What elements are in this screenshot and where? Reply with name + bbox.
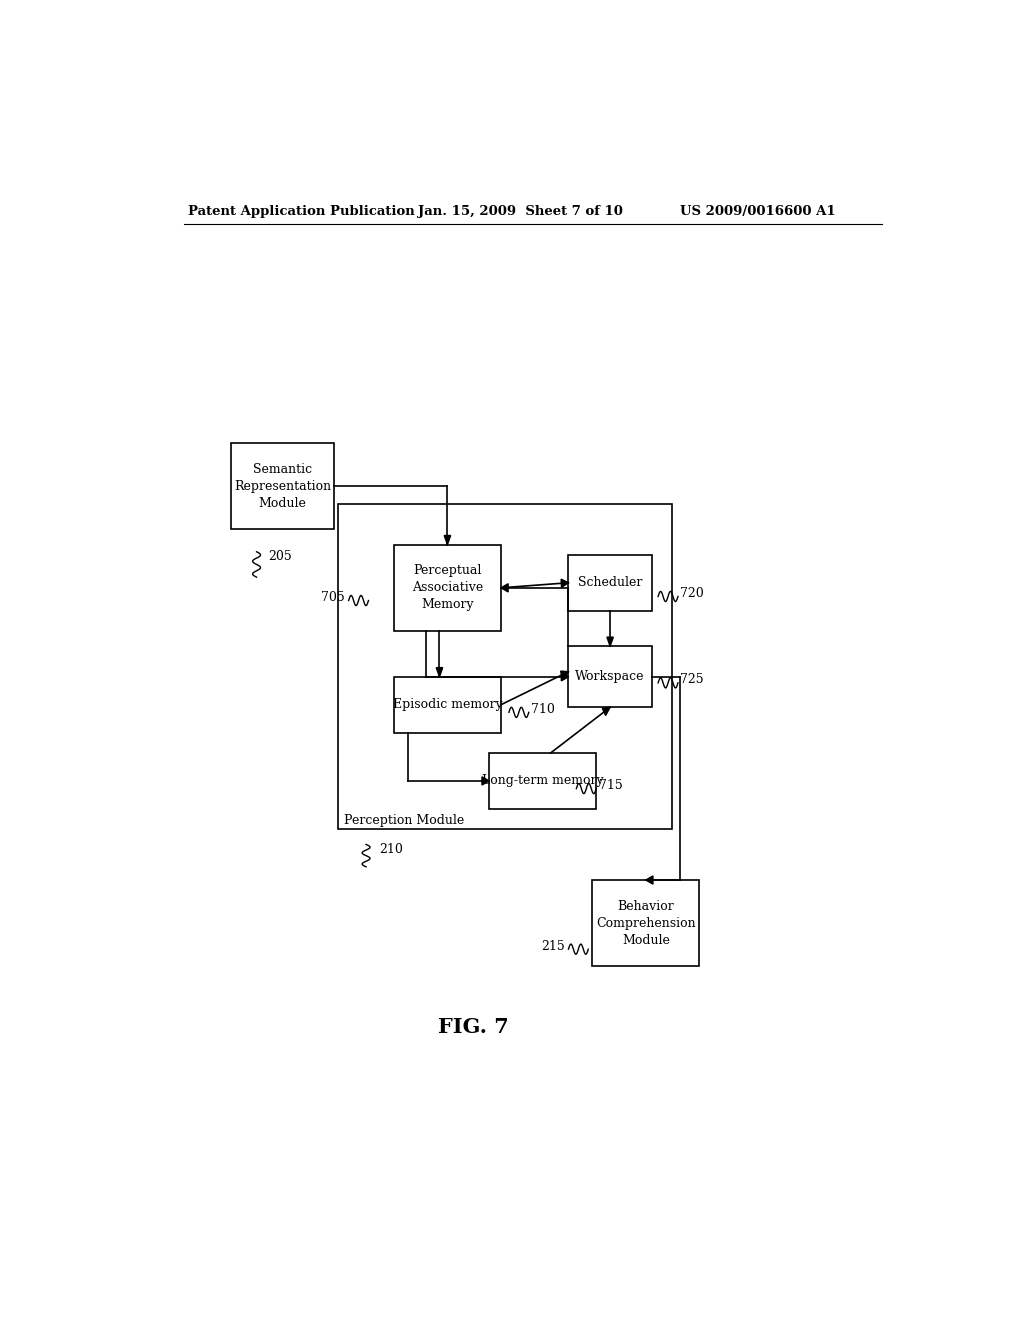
Text: Semantic
Representation
Module: Semantic Representation Module: [234, 463, 332, 510]
Text: 720: 720: [680, 587, 705, 599]
Bar: [338, 504, 672, 829]
Polygon shape: [646, 876, 653, 884]
Text: US 2009/0016600 A1: US 2009/0016600 A1: [680, 205, 836, 218]
Polygon shape: [501, 583, 508, 591]
Text: 725: 725: [680, 673, 703, 686]
Text: Patent Application Publication: Patent Application Publication: [187, 205, 415, 218]
Text: Scheduler: Scheduler: [578, 577, 642, 589]
Polygon shape: [560, 671, 568, 678]
Text: 715: 715: [599, 779, 623, 792]
Bar: [592, 880, 699, 966]
Text: Behavior
Comprehension
Module: Behavior Comprehension Module: [596, 900, 695, 946]
Text: Perception Module: Perception Module: [344, 814, 464, 828]
Bar: [568, 647, 652, 708]
Bar: [394, 545, 501, 631]
Text: 215: 215: [541, 940, 564, 953]
Text: FIG. 7: FIG. 7: [438, 1018, 509, 1038]
Text: Perceptual
Associative
Memory: Perceptual Associative Memory: [412, 565, 483, 611]
Text: Long-term memory: Long-term memory: [482, 775, 603, 788]
Text: Jan. 15, 2009  Sheet 7 of 10: Jan. 15, 2009 Sheet 7 of 10: [418, 205, 623, 218]
Bar: [394, 677, 501, 733]
Text: 210: 210: [380, 843, 403, 857]
Text: Workspace: Workspace: [575, 671, 645, 684]
Text: 205: 205: [268, 550, 292, 564]
Text: 705: 705: [321, 591, 345, 605]
Polygon shape: [561, 579, 568, 587]
Text: 710: 710: [531, 702, 555, 715]
Polygon shape: [607, 638, 613, 647]
Polygon shape: [602, 708, 610, 715]
Text: Episodic memory: Episodic memory: [392, 698, 503, 711]
Polygon shape: [436, 668, 442, 677]
Polygon shape: [561, 673, 568, 681]
Bar: [489, 752, 596, 809]
Bar: [568, 554, 652, 611]
Bar: [231, 444, 334, 529]
Polygon shape: [444, 536, 451, 545]
Polygon shape: [482, 777, 489, 785]
